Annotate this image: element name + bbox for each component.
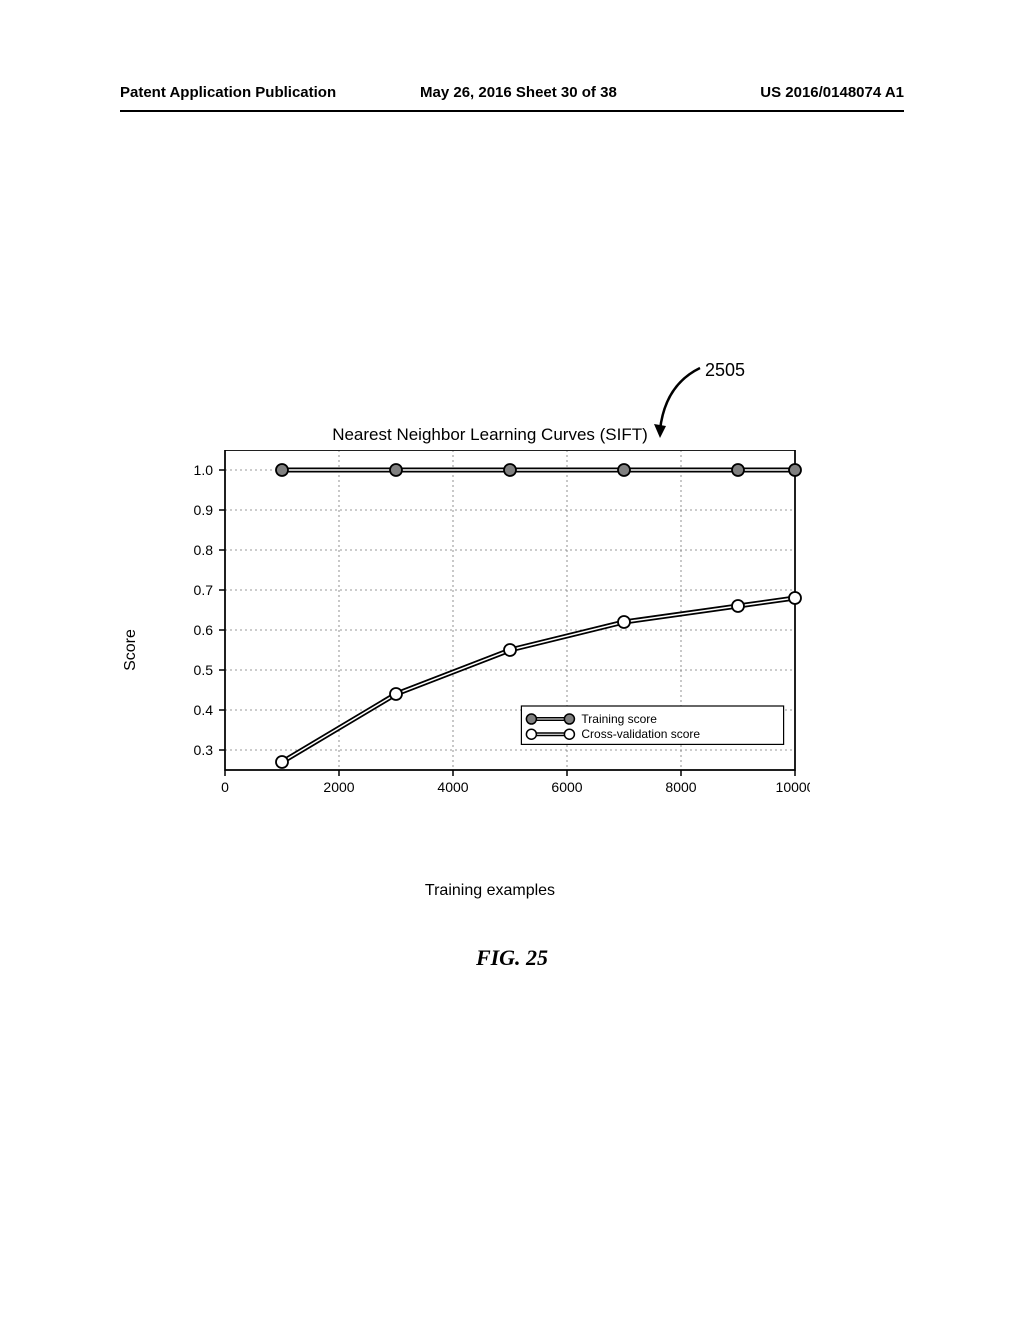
header-left: Patent Application Publication <box>120 84 336 101</box>
header-center: May 26, 2016 Sheet 30 of 38 <box>420 84 617 101</box>
chart-title: Nearest Neighbor Learning Curves (SIFT) <box>170 425 810 445</box>
svg-text:0.5: 0.5 <box>194 662 214 678</box>
svg-text:0.7: 0.7 <box>194 582 214 598</box>
x-axis-label: Training examples <box>170 882 810 900</box>
chart-container: 2505 Nearest Neighbor Learning Curves (S… <box>170 450 810 850</box>
chart-svg: 0 2000 4000 6000 8000 10000 0.3 0.4 0.5 0.6 0.7 0.8… <box>170 450 810 810</box>
svg-text:Cross-validation score: Cross-validation score <box>581 727 700 741</box>
header-right: US 2016/0148074 A1 <box>760 84 904 101</box>
svg-text:4000: 4000 <box>437 779 468 795</box>
header-rule <box>120 110 904 112</box>
svg-text:0: 0 <box>221 779 229 795</box>
svg-text:0.9: 0.9 <box>194 502 214 518</box>
svg-text:2000: 2000 <box>323 779 354 795</box>
svg-text:10000: 10000 <box>776 779 810 795</box>
svg-text:0.3: 0.3 <box>194 742 214 758</box>
svg-text:0.6: 0.6 <box>194 622 214 638</box>
svg-text:8000: 8000 <box>665 779 696 795</box>
svg-text:0.4: 0.4 <box>194 702 214 718</box>
y-axis-label: Score <box>122 629 140 671</box>
callout-label: 2505 <box>705 360 745 381</box>
svg-text:Training score: Training score <box>581 712 657 726</box>
figure-caption: FIG. 25 <box>0 945 1024 971</box>
svg-text:0.8: 0.8 <box>194 542 214 558</box>
svg-text:1.0: 1.0 <box>194 462 214 478</box>
svg-text:6000: 6000 <box>551 779 582 795</box>
